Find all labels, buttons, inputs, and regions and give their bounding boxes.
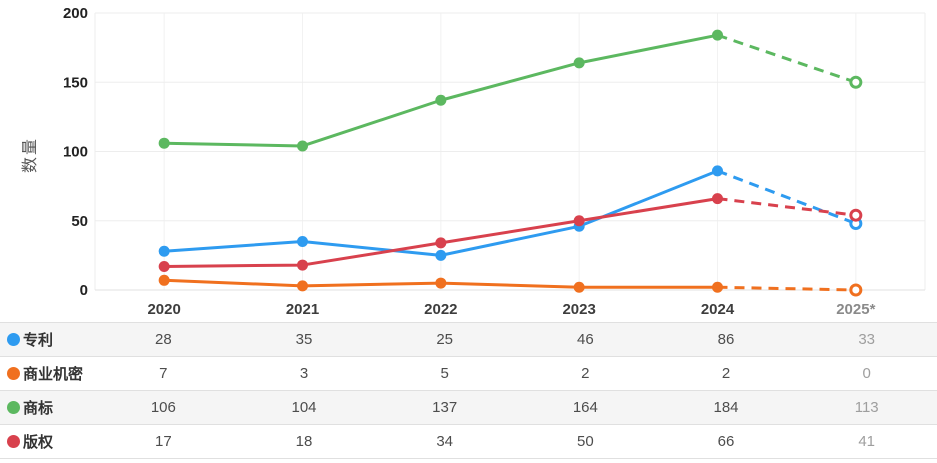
projected-data-point <box>849 208 863 222</box>
table-cell: 50 <box>577 433 594 450</box>
table-cell: 3 <box>299 365 309 382</box>
table-cell: 7 <box>159 365 168 382</box>
data-point <box>158 245 170 257</box>
y-tick-label: 0 <box>80 282 88 299</box>
table-cell: 5 <box>440 365 449 382</box>
data-point <box>158 137 170 149</box>
series-专利 <box>158 165 863 261</box>
table-cell: 28 <box>154 331 172 348</box>
series-label-cell: 商标 <box>0 397 93 418</box>
table-cell-projected: 41 <box>858 433 876 450</box>
series-版权 <box>158 193 863 272</box>
table-cell: 18 <box>295 433 313 450</box>
data-point <box>158 260 170 272</box>
series-label: 专利 <box>23 332 54 349</box>
series-商标 <box>158 29 863 152</box>
legend-dot <box>7 435 20 448</box>
table-cell: 184 <box>713 399 739 416</box>
series-label: 商业机密 <box>23 366 84 383</box>
table-cell: 164 <box>572 399 598 416</box>
data-point <box>297 259 308 271</box>
chart-area: 0 50 100 150 200 2020 2021 2022 2023 2024 2025* 数量 <box>22 5 926 318</box>
data-point <box>435 237 447 249</box>
series-projection-line <box>717 285 856 292</box>
series-label-cell: 专利 <box>0 329 93 350</box>
x-axis-label: 2023 <box>562 301 595 318</box>
series-商业机密 <box>158 274 863 297</box>
table-cell: 25 <box>436 331 454 348</box>
data-point <box>712 165 723 177</box>
data-point <box>573 57 585 69</box>
projected-data-point <box>849 75 863 89</box>
data-point <box>712 281 723 293</box>
series-label: 版权 <box>23 434 54 451</box>
data-point <box>435 94 447 106</box>
legend-dot <box>7 333 20 346</box>
y-tick-label: 150 <box>63 74 88 91</box>
y-tick-label: 100 <box>63 144 88 161</box>
table-cell: 86 <box>717 331 735 348</box>
table-cell-projected: 113 <box>854 399 879 416</box>
x-axis-label: 2024 <box>701 301 735 318</box>
table-cell: 2 <box>581 365 590 382</box>
series-projection-line <box>716 169 857 225</box>
data-point <box>573 281 585 293</box>
table-cell: 35 <box>295 331 313 348</box>
table-cell: 104 <box>291 399 317 416</box>
projected-data-point <box>849 283 863 297</box>
table-row: 商业机密 7 3 5 2 2 0 <box>0 357 937 391</box>
table-row: 版权 17 18 34 50 66 41 <box>0 425 937 459</box>
series-projection-line <box>717 33 857 84</box>
x-axis-label: 2025* <box>836 301 875 318</box>
legend-dot <box>7 367 20 380</box>
series-label: 商标 <box>23 400 54 417</box>
table-cell-projected: 33 <box>858 331 876 348</box>
legend-dot <box>7 401 20 414</box>
series-label-cell: 商业机密 <box>0 363 93 384</box>
x-axis-label: 2020 <box>147 301 180 318</box>
line-chart: 0 50 100 150 200 2020 2021 2022 2023 2024 2025* <box>63 5 926 318</box>
data-point <box>297 280 308 292</box>
data-point <box>297 236 308 248</box>
data-point <box>435 249 447 261</box>
table-row: 专利 28 35 25 46 86 33 <box>0 323 937 357</box>
table-cell: 34 <box>436 433 454 450</box>
gridlines: 0 50 100 150 200 <box>63 5 926 299</box>
table-cell: 46 <box>577 331 594 348</box>
table-cell: 106 <box>150 399 176 416</box>
data-point <box>158 274 170 286</box>
x-axis-label: 2022 <box>424 301 457 318</box>
x-axis-labels: 2020 2021 2022 2023 2024 2025* <box>147 301 875 318</box>
table-cell-projected: 0 <box>862 365 871 382</box>
data-point <box>573 215 585 227</box>
y-axis-title: 数量 <box>22 136 39 173</box>
series-label-cell: 版权 <box>0 431 93 452</box>
table-cell: 66 <box>717 433 735 450</box>
data-point <box>712 193 723 205</box>
data-table: 专利 28 35 25 46 86 33 商业机密 7 3 5 2 2 0 商标… <box>0 322 937 459</box>
table-cell: 137 <box>432 399 458 416</box>
data-point <box>435 277 447 289</box>
series-projection-line <box>717 197 857 217</box>
y-tick-label: 50 <box>71 213 88 230</box>
table-row: 商标 106 104 137 164 184 113 <box>0 391 937 425</box>
x-axis-label: 2021 <box>286 301 319 318</box>
data-point <box>712 29 723 41</box>
table-cell: 2 <box>721 365 731 382</box>
data-point <box>297 140 308 152</box>
table-cell: 17 <box>154 433 172 450</box>
y-tick-label: 200 <box>63 5 88 22</box>
